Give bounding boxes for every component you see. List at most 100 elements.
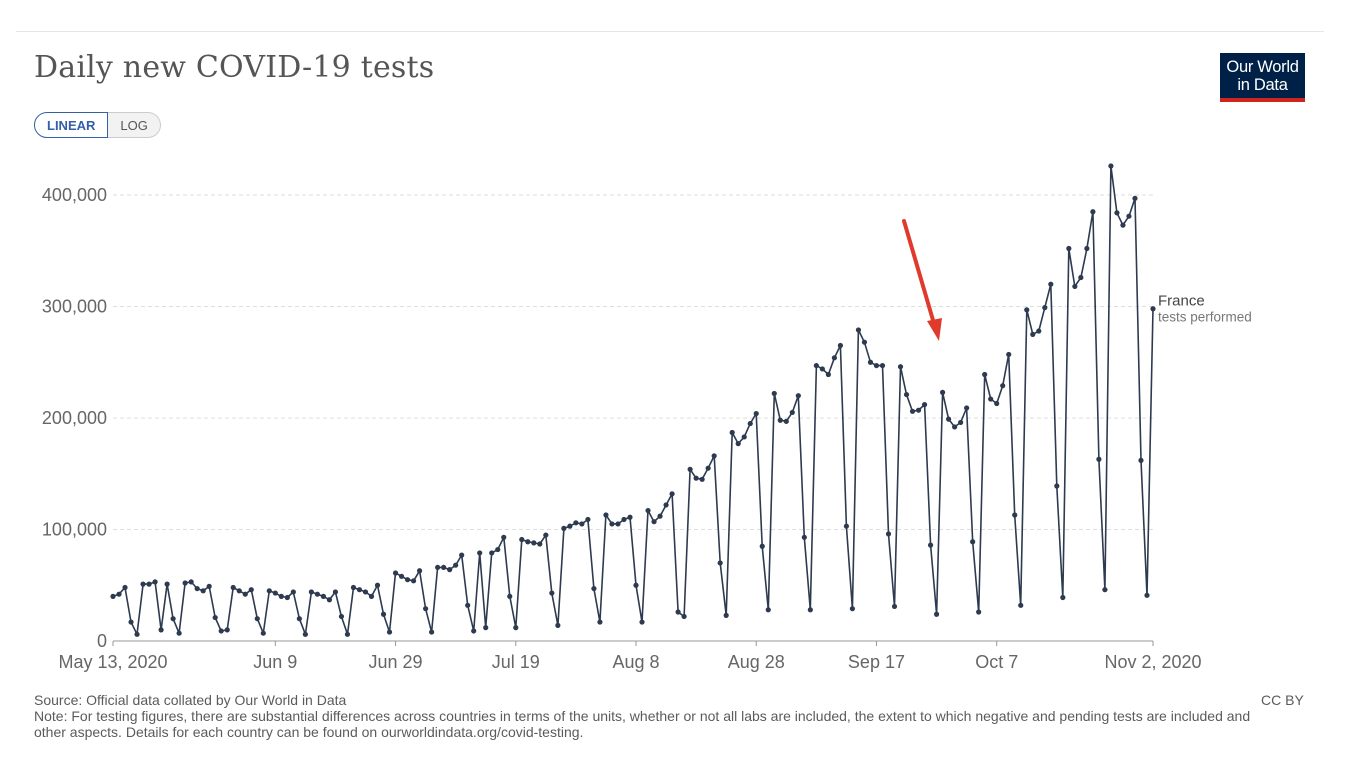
data-point <box>170 616 176 622</box>
data-point <box>633 582 639 588</box>
data-point <box>777 417 783 423</box>
data-point <box>555 622 561 628</box>
data-point <box>1024 307 1030 313</box>
data-point <box>483 625 489 631</box>
data-point <box>897 364 904 370</box>
series-line-france <box>112 165 1154 636</box>
data-point <box>507 593 513 600</box>
data-point <box>248 587 254 593</box>
data-point <box>392 570 399 576</box>
data-point <box>242 591 248 597</box>
data-point <box>1000 383 1006 389</box>
data-point <box>994 400 1000 407</box>
data-point <box>453 562 459 568</box>
y-tick-label: 0 <box>97 631 107 651</box>
data-point <box>645 507 651 514</box>
data-point <box>501 534 507 540</box>
y-tick-label: 400,000 <box>42 185 107 205</box>
data-point <box>591 585 597 592</box>
data-point <box>946 416 952 422</box>
data-point <box>567 523 573 529</box>
data-point <box>465 602 471 608</box>
data-point <box>807 607 813 613</box>
data-point <box>681 613 687 620</box>
data-point <box>344 631 351 637</box>
data-point <box>236 588 242 594</box>
data-point <box>1048 281 1054 287</box>
data-point <box>116 591 122 597</box>
data-point <box>374 582 381 588</box>
note-text: Note: For testing figures, there are sub… <box>34 708 1251 740</box>
data-point <box>1072 283 1078 290</box>
data-point <box>188 579 194 585</box>
data-point <box>531 540 537 546</box>
logo-line2: in Data <box>1237 76 1288 94</box>
data-point <box>663 502 669 508</box>
data-point <box>627 514 633 520</box>
scale-toggle: LINEAR LOG <box>34 112 161 138</box>
data-point <box>140 581 146 587</box>
data-point <box>705 465 711 471</box>
data-point <box>1120 222 1126 228</box>
data-point <box>867 359 874 365</box>
data-point <box>380 611 387 617</box>
data-point <box>122 584 128 591</box>
data-point <box>272 590 278 596</box>
data-point <box>176 630 182 636</box>
x-tick-label: Jun 29 <box>369 652 423 672</box>
data-point <box>639 619 645 625</box>
data-point <box>735 441 741 447</box>
data-point <box>404 577 411 583</box>
data-point <box>356 587 363 593</box>
data-point <box>843 523 850 529</box>
data-point <box>1102 587 1108 593</box>
linear-scale-button[interactable]: LINEAR <box>34 112 109 138</box>
data-point <box>212 614 218 621</box>
data-point <box>927 542 934 548</box>
data-point <box>302 631 308 637</box>
data-point <box>398 573 405 579</box>
annotation-arrow-head <box>927 318 942 341</box>
data-point <box>1006 351 1012 358</box>
data-point <box>579 521 585 527</box>
data-point <box>429 629 435 635</box>
data-point <box>489 550 495 556</box>
data-point <box>164 581 170 587</box>
data-point <box>1084 245 1090 252</box>
x-tick-label: Sep 17 <box>848 652 905 672</box>
data-point <box>278 593 284 600</box>
data-point <box>687 466 693 472</box>
data-point <box>855 327 862 333</box>
data-point <box>477 550 483 556</box>
data-point <box>970 539 976 545</box>
data-point <box>410 578 417 584</box>
log-scale-button[interactable]: LOG <box>108 112 161 138</box>
data-point <box>194 585 200 592</box>
x-tick-label: Oct 7 <box>975 652 1018 672</box>
data-point <box>903 391 910 398</box>
data-point <box>441 564 447 571</box>
data-point <box>741 434 747 440</box>
data-point <box>537 541 543 547</box>
license-link[interactable]: CC BY <box>1261 692 1304 708</box>
data-point <box>146 581 152 587</box>
data-point <box>1090 209 1096 215</box>
data-point <box>819 366 825 372</box>
data-point <box>350 584 357 591</box>
data-point <box>982 371 988 378</box>
data-point <box>801 534 807 540</box>
data-point <box>230 584 236 591</box>
data-point <box>921 402 928 408</box>
data-point <box>561 525 567 531</box>
x-tick-label: Jul 19 <box>492 652 540 672</box>
data-point <box>699 476 705 482</box>
data-point <box>308 589 314 595</box>
owid-logo[interactable]: Our World in Data <box>1220 53 1305 102</box>
data-point <box>603 512 609 518</box>
data-point <box>1144 592 1150 598</box>
data-point <box>435 564 441 571</box>
data-point <box>314 591 320 597</box>
grid-layer <box>113 194 1153 530</box>
data-point <box>1054 483 1060 489</box>
data-point <box>765 607 771 613</box>
